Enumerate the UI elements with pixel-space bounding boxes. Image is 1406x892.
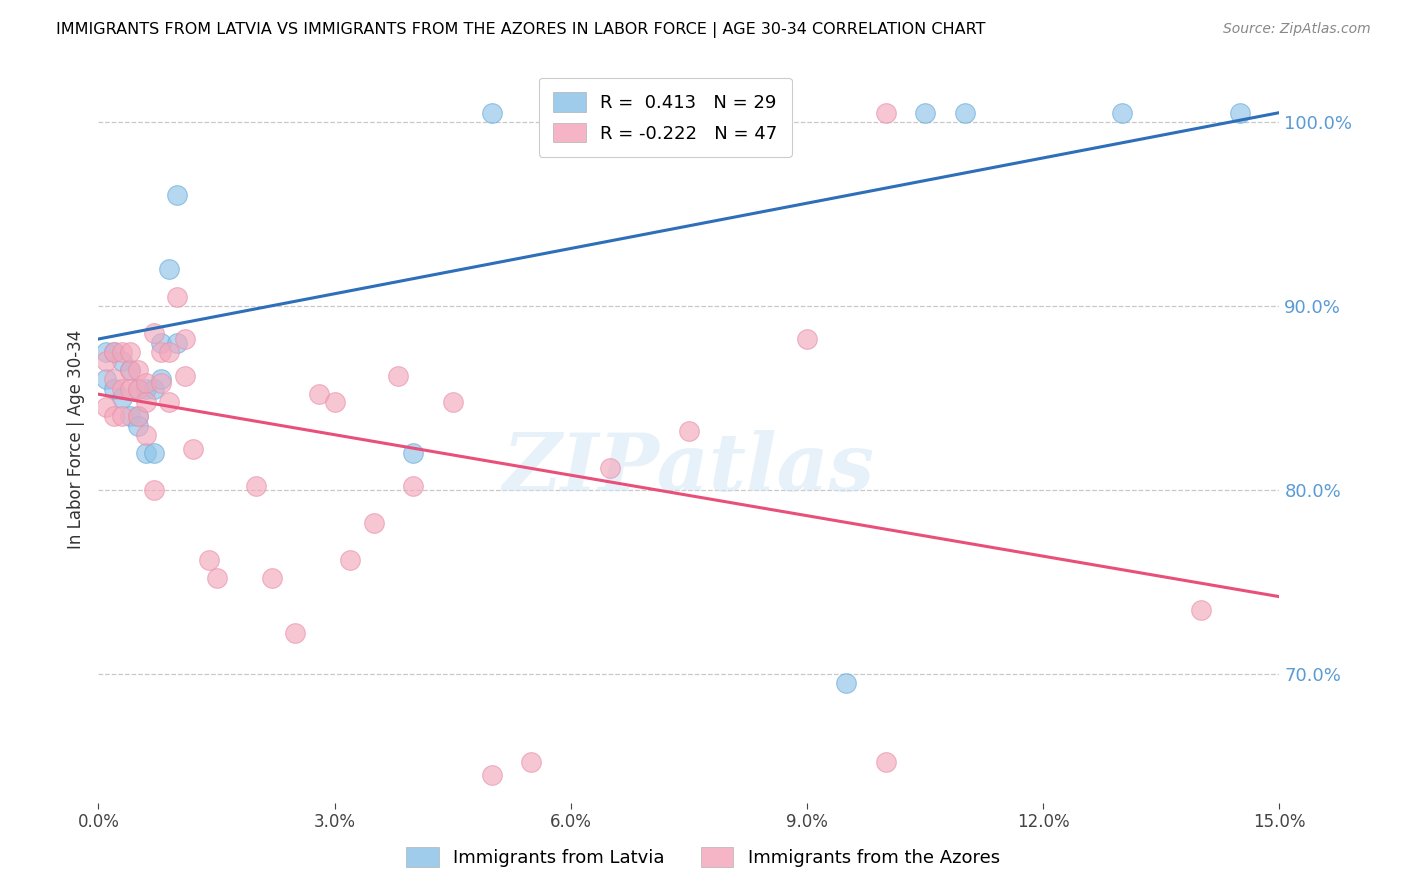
Point (166, 335, 188, 350)
Point (339, 553, 361, 567)
Point (953, 105, 976, 120)
Legend: R =  0.413   N = 29, R = -0.222   N = 47: R = 0.413 N = 29, R = -0.222 N = 47 (538, 78, 792, 157)
Point (284, 626, 307, 640)
Point (205, 571, 228, 585)
Point (520, 756, 543, 770)
Point (111, 409, 134, 424)
Point (127, 363, 149, 377)
Point (96, 354, 118, 368)
Text: Source: ZipAtlas.com: Source: ZipAtlas.com (1223, 22, 1371, 37)
Point (481, 768, 503, 782)
Point (142, 382, 165, 396)
Point (1229, 105, 1251, 120)
Point (103, 372, 125, 386)
Point (166, 188, 188, 202)
Point (260, 571, 283, 585)
Legend: Immigrants from Latvia, Immigrants from the Azores: Immigrants from Latvia, Immigrants from … (399, 839, 1007, 874)
Point (96, 344, 118, 359)
Point (127, 418, 149, 433)
Point (174, 368, 197, 383)
Point (181, 442, 204, 457)
Point (796, 332, 818, 346)
Point (96, 372, 118, 386)
Point (150, 372, 173, 386)
Point (96, 400, 118, 414)
Point (197, 553, 219, 567)
Y-axis label: In Labor Force | Age 30-34: In Labor Force | Age 30-34 (66, 330, 84, 549)
Point (166, 290, 188, 304)
Point (875, 756, 897, 770)
Point (118, 382, 141, 396)
Point (135, 427, 157, 442)
Point (127, 409, 149, 424)
Point (875, 105, 897, 120)
Point (402, 479, 425, 493)
Point (103, 344, 125, 359)
Point (157, 394, 180, 409)
Point (157, 344, 180, 359)
Point (118, 344, 141, 359)
Point (135, 376, 157, 391)
Point (150, 335, 173, 350)
Point (599, 105, 621, 120)
Point (387, 368, 409, 383)
Point (142, 326, 165, 341)
Point (150, 376, 173, 391)
Point (135, 446, 157, 460)
Point (150, 344, 173, 359)
Point (118, 363, 141, 377)
Point (103, 382, 125, 396)
Point (441, 394, 464, 409)
Point (103, 344, 125, 359)
Point (402, 446, 425, 460)
Point (914, 105, 936, 120)
Point (111, 344, 134, 359)
Point (174, 332, 197, 346)
Point (135, 394, 157, 409)
Point (323, 394, 346, 409)
Text: ZIPatlas: ZIPatlas (503, 430, 875, 508)
Point (245, 479, 267, 493)
Point (835, 676, 858, 690)
Point (127, 382, 149, 396)
Point (103, 409, 125, 424)
Point (118, 409, 141, 424)
Point (363, 516, 385, 530)
Point (118, 363, 141, 377)
Point (111, 382, 134, 396)
Point (111, 391, 134, 405)
Point (1189, 602, 1212, 616)
Point (599, 460, 621, 475)
Point (481, 105, 503, 120)
Point (308, 387, 330, 401)
Point (127, 382, 149, 396)
Point (111, 354, 134, 368)
Point (127, 409, 149, 424)
Point (135, 382, 157, 396)
Point (1111, 105, 1133, 120)
Point (142, 483, 165, 497)
Point (157, 262, 180, 277)
Point (142, 446, 165, 460)
Point (756, 105, 779, 120)
Text: IMMIGRANTS FROM LATVIA VS IMMIGRANTS FROM THE AZORES IN LABOR FORCE | AGE 30-34 : IMMIGRANTS FROM LATVIA VS IMMIGRANTS FRO… (56, 22, 986, 38)
Point (678, 424, 700, 438)
